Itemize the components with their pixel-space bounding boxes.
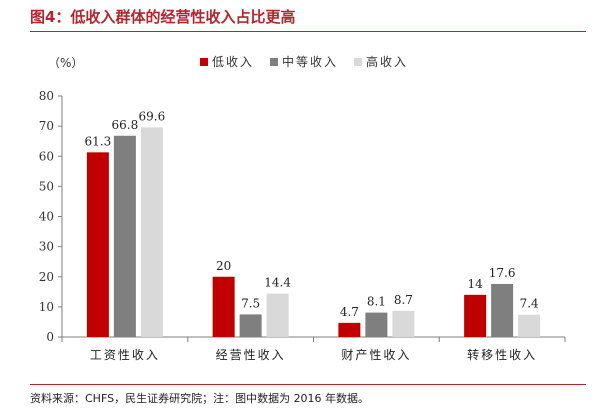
legend-label: 高收入: [366, 54, 408, 69]
data-label: 7.5: [241, 296, 260, 310]
legend-swatch: [354, 58, 362, 66]
legend-swatch: [200, 58, 208, 66]
axes: 0 10 20 30 40 50 60 70 80 工资性收入 经营性收入 财产性收入 转移性收入: [39, 89, 566, 362]
legend-swatch: [270, 58, 278, 66]
y-tick-label: 80: [39, 89, 54, 103]
y-tick-label: 60: [39, 149, 54, 163]
y-tick-label: 50: [39, 179, 54, 193]
legend: 低收入 中等收入 高收入: [200, 54, 408, 69]
bar: [113, 135, 136, 337]
data-label: 66.8: [112, 118, 139, 132]
data-label: 8.1: [367, 295, 386, 309]
data-label: 8.7: [394, 293, 413, 307]
data-label: 14: [467, 277, 483, 291]
bar-chart: （%） 低收入 中等收入 高收入 0 10 20 30 40 50 60 70 80 工资性收入 经营性…: [39, 54, 566, 362]
value-labels: 61.3 20 4.7 14 66.8 7.5 8.1 17.6 69.6 14.4 8.7 7.4: [85, 109, 540, 319]
y-tick-label: 30: [39, 240, 54, 254]
legend-label: 中等收入: [282, 54, 338, 69]
data-label: 69.6: [139, 109, 166, 123]
x-category-label: 工资性收入: [90, 348, 160, 362]
x-category-label: 经营性收入: [216, 348, 286, 362]
y-tick-label: 40: [39, 210, 54, 224]
bar: [212, 276, 235, 337]
y-tick-label: 70: [39, 119, 54, 133]
data-label: 20: [216, 259, 231, 273]
data-label: 14.4: [264, 276, 291, 290]
page-title: 图4：低收入群体的经营性收入占比更高: [30, 8, 296, 26]
x-category-label: 财产性收入: [341, 348, 411, 362]
y-tick-label: 20: [39, 270, 54, 284]
x-category-label: 转移性收入: [467, 347, 537, 362]
bar: [464, 294, 487, 337]
data-label: 61.3: [85, 134, 112, 148]
bar: [86, 152, 109, 337]
source-divider: [30, 384, 586, 385]
legend-label: 低收入: [212, 55, 254, 69]
title-divider: [30, 31, 586, 32]
bar: [140, 127, 163, 337]
bar: [338, 322, 361, 337]
bar: [239, 314, 262, 337]
bar: [518, 314, 541, 337]
bar: [365, 312, 388, 337]
y-tick-label: 0: [46, 330, 54, 344]
y-unit-label: （%）: [48, 56, 83, 70]
source-note: 资料来源：CHFS，民生证券研究院；注：图中数据为 2016 年数据。: [30, 392, 370, 405]
bars: [86, 127, 541, 337]
data-label: 7.4: [520, 297, 539, 311]
bar: [491, 283, 514, 337]
data-label: 4.7: [340, 305, 359, 319]
bar: [266, 293, 289, 337]
bar: [392, 310, 415, 337]
y-tick-label: 10: [39, 300, 54, 314]
data-label: 17.6: [489, 266, 516, 280]
